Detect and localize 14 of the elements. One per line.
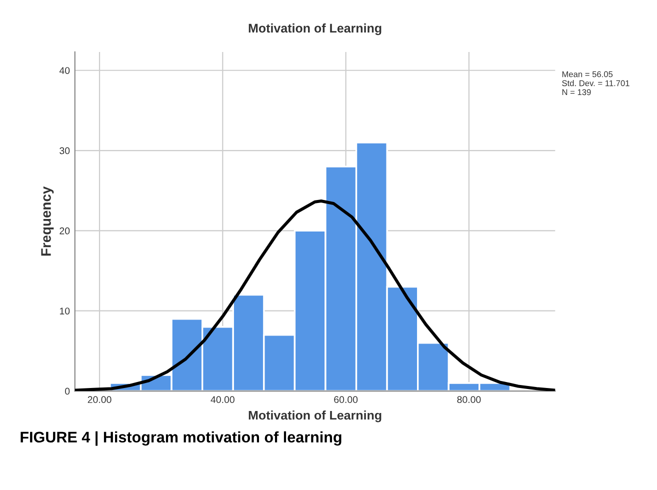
- x-axis-title: Motivation of Learning: [248, 410, 382, 422]
- x-tick-label: 40.00: [210, 396, 234, 404]
- x-tick-label: 60.00: [334, 396, 358, 404]
- y-tick-label: 0: [65, 388, 70, 395]
- chart-title: Motivation of Learning: [248, 23, 382, 36]
- caption: FIGURE 4 | Histogram motivation of learning: [20, 431, 342, 446]
- text: Mean = 56.05 Std. Dev. = 11.701 N = 139: [562, 71, 630, 96]
- y-tick-label: 10: [60, 308, 70, 314]
- y-axis-title: Frequency: [41, 186, 54, 256]
- y-tick-label: 20: [60, 227, 70, 234]
- y-tick-label: 30: [60, 147, 70, 154]
- x-tick-label: 80.00: [457, 396, 481, 404]
- x-tick-label: 20.00: [88, 396, 112, 404]
- y-tick-label: 40: [59, 67, 70, 74]
